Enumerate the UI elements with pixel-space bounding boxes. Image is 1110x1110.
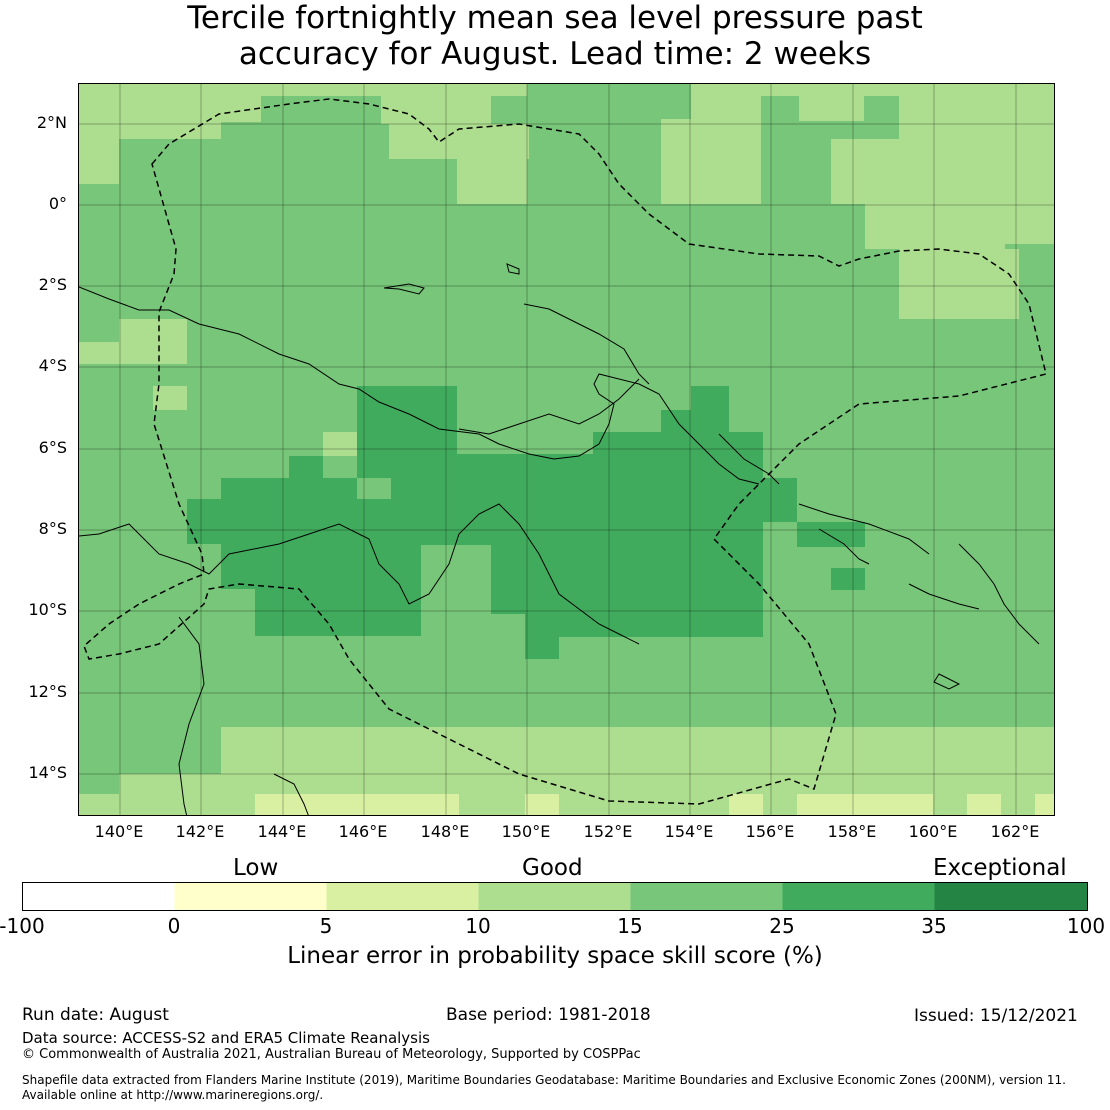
skill-region-high: [187, 386, 865, 659]
colorbar-tick: 5: [319, 914, 333, 938]
eez-boundary: [83, 98, 1047, 805]
map-gridlines: [79, 84, 1054, 815]
colorbar-segment: [934, 882, 1088, 911]
shapefile-credit-line-1: Shapefile data extracted from Flanders M…: [22, 1073, 1066, 1087]
colorbar-label-low: Low: [233, 855, 279, 881]
title-line-1: Tercile fortnightly mean sea level press…: [187, 0, 923, 36]
x-tick-label: 140°E: [94, 822, 144, 841]
skill-score-map: [78, 83, 1055, 816]
colorbar-tick: 25: [769, 914, 795, 938]
title-line-2: accuracy for August. Lead time: 2 weeks: [238, 36, 872, 72]
y-tick-label: 12°S: [28, 682, 67, 701]
colorbar-segment: [326, 882, 479, 911]
colorbar-tick: 0: [167, 914, 181, 938]
x-tick-label: 148°E: [420, 822, 470, 841]
x-tick-label: 162°E: [990, 822, 1040, 841]
x-tick-label: 146°E: [338, 822, 388, 841]
y-tick-label: 2°N: [36, 113, 67, 132]
copyright-notice: © Commonwealth of Australia 2021, Austra…: [22, 1047, 641, 1062]
x-tick-label: 154°E: [664, 822, 714, 841]
map-title: Tercile fortnightly mean sea level press…: [0, 0, 1110, 72]
colorbar-segment: [782, 882, 935, 911]
colorbar-segment: [630, 882, 783, 911]
colorbar-outline: [22, 882, 1088, 911]
colorbar: [22, 882, 1088, 911]
y-tick-label: 4°S: [38, 356, 67, 375]
x-tick-label: 142°E: [175, 822, 225, 841]
colorbar-tick: 100: [1066, 914, 1106, 938]
x-tick-label: 160°E: [908, 822, 958, 841]
base-period: Base period: 1981-2018: [446, 1005, 651, 1025]
x-tick-label: 150°E: [501, 822, 551, 841]
y-tick-label: 10°S: [28, 600, 67, 619]
y-tick-label: 2°S: [38, 275, 67, 294]
y-tick-label: 6°S: [38, 438, 67, 457]
x-tick-label: 144°E: [257, 822, 307, 841]
colorbar-tick: -100: [0, 914, 45, 938]
x-tick-label: 156°E: [745, 822, 795, 841]
colorbar-label-good: Good: [522, 855, 583, 881]
y-tick-label: 8°S: [38, 519, 67, 538]
colorbar-tick: 10: [465, 914, 491, 938]
map-canvas: [79, 84, 1054, 815]
x-tick-label: 152°E: [583, 822, 633, 841]
data-source: Data source: ACCESS-S2 and ERA5 Climate …: [22, 1029, 430, 1047]
colorbar-label-exceptional: Exceptional: [933, 855, 1067, 881]
shapefile-credit-line-2: Available online at http://www.marinereg…: [22, 1088, 324, 1102]
colorbar-segment: [478, 882, 631, 911]
colorbar-tick: 35: [921, 914, 947, 938]
colorbar-title: Linear error in probability space skill …: [287, 943, 823, 969]
x-tick-label: 158°E: [827, 822, 877, 841]
colorbar-segment: [22, 882, 175, 911]
y-tick-label: 14°S: [28, 763, 67, 782]
colorbar-tick: 15: [617, 914, 643, 938]
run-date: Run date: August: [22, 1005, 169, 1025]
issued-date: Issued: 15/12/2021: [914, 1006, 1078, 1026]
coastlines: [79, 263, 1040, 815]
y-tick-label: 0°: [48, 194, 67, 213]
colorbar-segment: [174, 882, 327, 911]
